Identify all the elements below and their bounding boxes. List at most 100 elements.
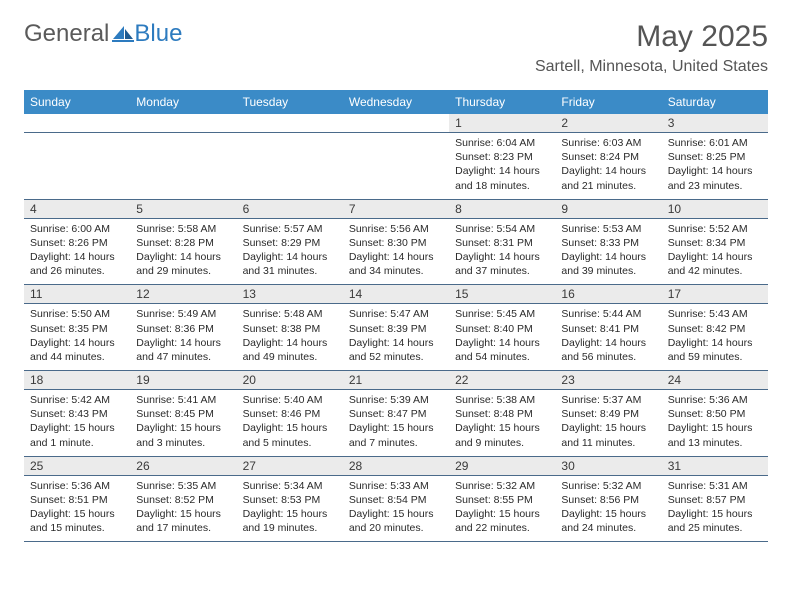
day-number-cell: 21	[343, 371, 449, 390]
day-header: Tuesday	[237, 90, 343, 114]
day-d1: Daylight: 14 hours	[561, 250, 655, 264]
day-ss: Sunset: 8:55 PM	[455, 493, 549, 507]
logo-sail-icon	[112, 25, 134, 43]
day-d1: Daylight: 14 hours	[455, 336, 549, 350]
day-info-cell: Sunrise: 5:58 AMSunset: 8:28 PMDaylight:…	[130, 218, 236, 285]
day-info-cell: Sunrise: 5:41 AMSunset: 8:45 PMDaylight:…	[130, 390, 236, 457]
day-info-cell: Sunrise: 5:54 AMSunset: 8:31 PMDaylight:…	[449, 218, 555, 285]
logo-text-general: General	[24, 20, 109, 48]
day-ss: Sunset: 8:24 PM	[561, 150, 655, 164]
day-d2: and 22 minutes.	[455, 521, 549, 535]
day-d2: and 44 minutes.	[30, 350, 124, 364]
day-number-cell: 17	[662, 285, 768, 304]
day-number-cell: 20	[237, 371, 343, 390]
day-d1: Daylight: 14 hours	[136, 336, 230, 350]
day-number-cell: 3	[662, 114, 768, 133]
day-d2: and 56 minutes.	[561, 350, 655, 364]
day-d2: and 3 minutes.	[136, 436, 230, 450]
day-sr: Sunrise: 6:03 AM	[561, 136, 655, 150]
day-info-cell: Sunrise: 5:32 AMSunset: 8:56 PMDaylight:…	[555, 475, 661, 542]
daynum-row: 11121314151617	[24, 285, 768, 304]
day-d1: Daylight: 14 hours	[561, 336, 655, 350]
day-d2: and 29 minutes.	[136, 264, 230, 278]
day-ss: Sunset: 8:52 PM	[136, 493, 230, 507]
day-header: Thursday	[449, 90, 555, 114]
day-d1: Daylight: 14 hours	[349, 250, 443, 264]
day-header: Monday	[130, 90, 236, 114]
day-sr: Sunrise: 5:50 AM	[30, 307, 124, 321]
day-d1: Daylight: 14 hours	[455, 250, 549, 264]
day-d2: and 26 minutes.	[30, 264, 124, 278]
month-title: May 2025	[535, 20, 768, 54]
day-ss: Sunset: 8:45 PM	[136, 407, 230, 421]
day-header: Friday	[555, 90, 661, 114]
day-d2: and 15 minutes.	[30, 521, 124, 535]
day-d1: Daylight: 14 hours	[136, 250, 230, 264]
day-d1: Daylight: 15 hours	[561, 421, 655, 435]
day-info-cell: Sunrise: 5:48 AMSunset: 8:38 PMDaylight:…	[237, 304, 343, 371]
day-ss: Sunset: 8:49 PM	[561, 407, 655, 421]
day-info-cell	[343, 133, 449, 200]
day-ss: Sunset: 8:57 PM	[668, 493, 762, 507]
day-number-cell: 8	[449, 199, 555, 218]
day-sr: Sunrise: 5:57 AM	[243, 222, 337, 236]
day-number-cell: 9	[555, 199, 661, 218]
day-ss: Sunset: 8:26 PM	[30, 236, 124, 250]
day-header: Wednesday	[343, 90, 449, 114]
day-number-cell: 2	[555, 114, 661, 133]
day-number-cell	[130, 114, 236, 133]
day-info-cell: Sunrise: 5:42 AMSunset: 8:43 PMDaylight:…	[24, 390, 130, 457]
day-number-cell: 1	[449, 114, 555, 133]
day-d1: Daylight: 15 hours	[243, 507, 337, 521]
day-d2: and 37 minutes.	[455, 264, 549, 278]
day-ss: Sunset: 8:28 PM	[136, 236, 230, 250]
day-ss: Sunset: 8:51 PM	[30, 493, 124, 507]
dayinfo-row: Sunrise: 6:04 AMSunset: 8:23 PMDaylight:…	[24, 133, 768, 200]
day-ss: Sunset: 8:46 PM	[243, 407, 337, 421]
location: Sartell, Minnesota, United States	[535, 58, 768, 76]
day-number-cell: 5	[130, 199, 236, 218]
day-sr: Sunrise: 5:58 AM	[136, 222, 230, 236]
day-d1: Daylight: 15 hours	[30, 507, 124, 521]
day-sr: Sunrise: 5:35 AM	[136, 479, 230, 493]
day-ss: Sunset: 8:42 PM	[668, 322, 762, 336]
day-info-cell: Sunrise: 5:57 AMSunset: 8:29 PMDaylight:…	[237, 218, 343, 285]
day-d2: and 42 minutes.	[668, 264, 762, 278]
day-d1: Daylight: 15 hours	[136, 507, 230, 521]
day-d1: Daylight: 15 hours	[668, 421, 762, 435]
day-d1: Daylight: 14 hours	[561, 164, 655, 178]
day-info-cell: Sunrise: 6:03 AMSunset: 8:24 PMDaylight:…	[555, 133, 661, 200]
day-d2: and 52 minutes.	[349, 350, 443, 364]
day-number-cell: 25	[24, 456, 130, 475]
day-ss: Sunset: 8:25 PM	[668, 150, 762, 164]
day-d1: Daylight: 14 hours	[30, 336, 124, 350]
day-d2: and 25 minutes.	[668, 521, 762, 535]
day-d1: Daylight: 15 hours	[243, 421, 337, 435]
day-number-cell: 19	[130, 371, 236, 390]
day-d2: and 59 minutes.	[668, 350, 762, 364]
day-sr: Sunrise: 5:32 AM	[455, 479, 549, 493]
day-info-cell: Sunrise: 5:43 AMSunset: 8:42 PMDaylight:…	[662, 304, 768, 371]
daynum-row: 123	[24, 114, 768, 133]
day-info-cell: Sunrise: 6:01 AMSunset: 8:25 PMDaylight:…	[662, 133, 768, 200]
day-ss: Sunset: 8:43 PM	[30, 407, 124, 421]
day-sr: Sunrise: 5:31 AM	[668, 479, 762, 493]
logo: General Blue	[24, 20, 182, 48]
calendar-table: SundayMondayTuesdayWednesdayThursdayFrid…	[24, 90, 768, 542]
day-number-cell: 15	[449, 285, 555, 304]
day-number-cell: 6	[237, 199, 343, 218]
day-ss: Sunset: 8:23 PM	[455, 150, 549, 164]
day-number-cell: 14	[343, 285, 449, 304]
day-ss: Sunset: 8:41 PM	[561, 322, 655, 336]
day-info-cell	[237, 133, 343, 200]
day-sr: Sunrise: 5:42 AM	[30, 393, 124, 407]
day-d1: Daylight: 14 hours	[243, 336, 337, 350]
day-d2: and 17 minutes.	[136, 521, 230, 535]
day-sr: Sunrise: 5:45 AM	[455, 307, 549, 321]
day-info-cell: Sunrise: 5:47 AMSunset: 8:39 PMDaylight:…	[343, 304, 449, 371]
daynum-row: 45678910	[24, 199, 768, 218]
day-number-cell: 13	[237, 285, 343, 304]
day-d1: Daylight: 15 hours	[349, 421, 443, 435]
day-ss: Sunset: 8:53 PM	[243, 493, 337, 507]
day-info-cell: Sunrise: 5:44 AMSunset: 8:41 PMDaylight:…	[555, 304, 661, 371]
